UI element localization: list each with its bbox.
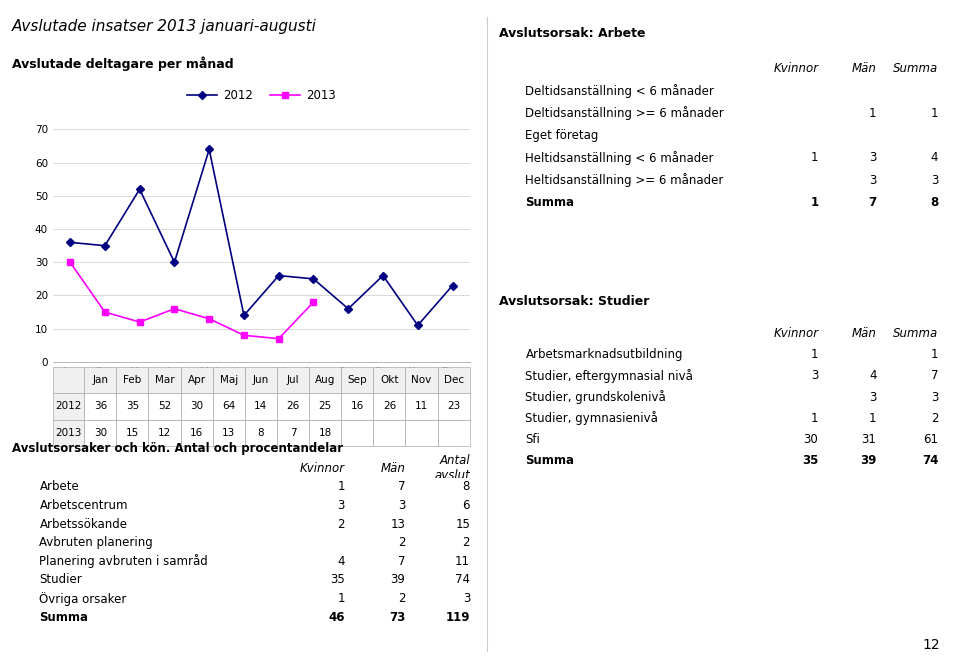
2013 — [273, 335, 285, 343]
Line: 2013: 2013 — [67, 260, 316, 341]
2012 — [238, 311, 249, 319]
2012 — [203, 145, 215, 153]
Line: 2012: 2012 — [67, 147, 456, 328]
2012 — [447, 282, 458, 290]
2013 — [99, 308, 110, 316]
2012 — [273, 272, 285, 280]
2013 — [64, 258, 76, 266]
Legend: 2012, 2013: 2012, 2013 — [182, 84, 340, 107]
2013 — [203, 315, 215, 323]
2012 — [308, 275, 319, 283]
2012 — [64, 238, 76, 246]
2012 — [412, 321, 424, 329]
Text: Avslutsorsak: Studier: Avslutsorsak: Studier — [499, 295, 649, 309]
2012 — [169, 258, 180, 266]
2012 — [342, 305, 354, 313]
Text: Avslutade insatser 2013 januari-augusti: Avslutade insatser 2013 januari-augusti — [12, 19, 316, 34]
2012 — [377, 272, 388, 280]
Text: Avslutade deltagare per månad: Avslutade deltagare per månad — [12, 56, 233, 71]
2013 — [308, 298, 319, 306]
Text: Avslutsorsak: Arbete: Avslutsorsak: Arbete — [499, 27, 645, 40]
2012 — [99, 242, 110, 250]
2013 — [238, 331, 249, 339]
2012 — [134, 185, 146, 193]
2013 — [169, 305, 180, 313]
Text: 12: 12 — [923, 638, 940, 652]
Text: Avslutsorsaker och kön. Antal och procentandelar: Avslutsorsaker och kön. Antal och procen… — [12, 442, 342, 455]
2013 — [134, 318, 146, 326]
